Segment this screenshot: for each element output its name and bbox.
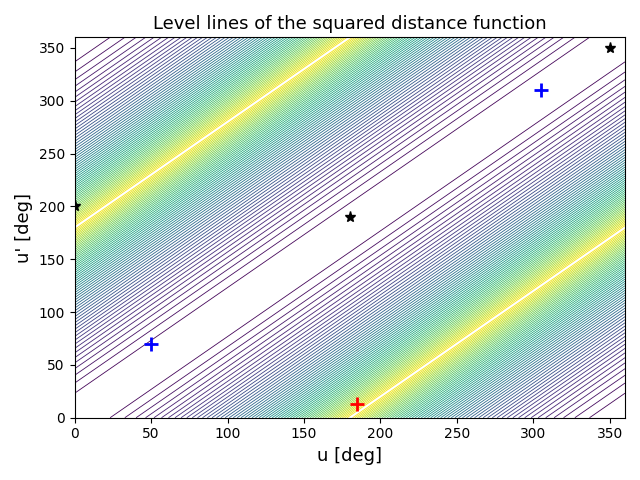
Y-axis label: u' [deg]: u' [deg] <box>15 192 33 263</box>
X-axis label: u [deg]: u [deg] <box>317 447 382 465</box>
Title: Level lines of the squared distance function: Level lines of the squared distance func… <box>153 15 547 33</box>
